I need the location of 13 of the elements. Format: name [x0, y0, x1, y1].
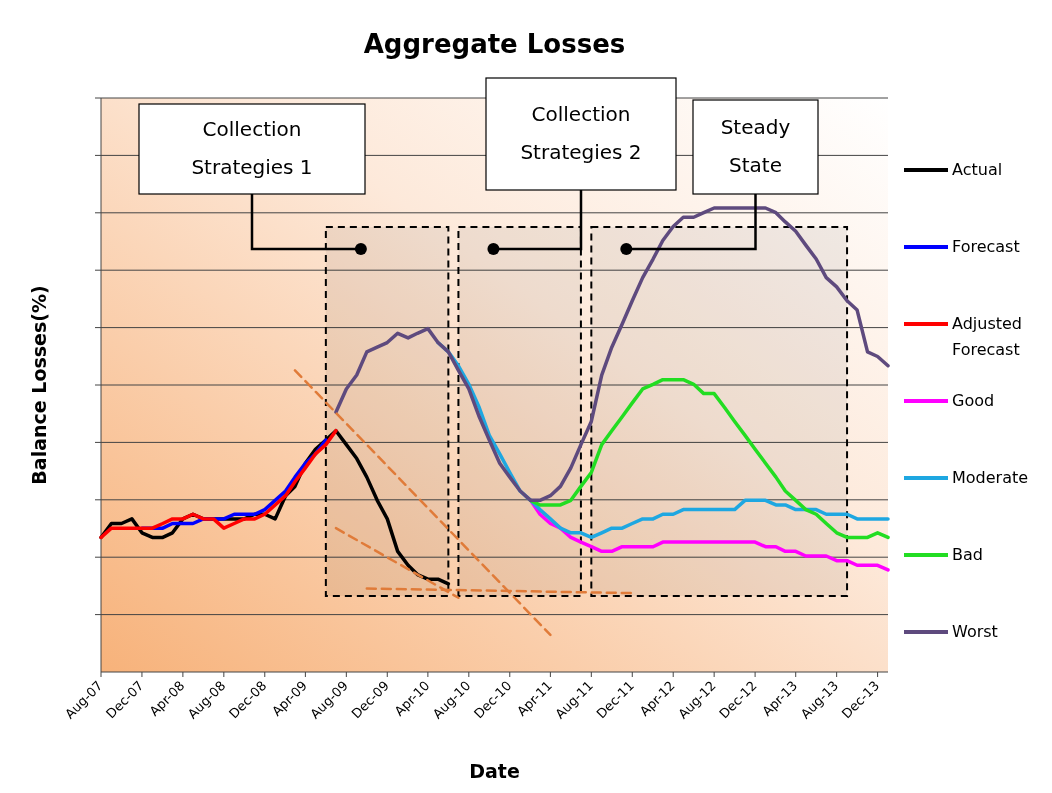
chart-title: Aggregate Losses: [363, 29, 626, 59]
legend-label: Forecast: [952, 236, 1020, 256]
legend-label: Good: [952, 390, 995, 410]
legend-label: Bad: [952, 544, 983, 564]
text: Collection Strategies 2: [520, 101, 642, 164]
legend-label: Moderate: [952, 467, 1029, 487]
text: Collection Strategies 1: [191, 116, 313, 179]
x-axis-title: Date: [469, 760, 520, 782]
y-axis-title: Balance Losses(%): [28, 285, 50, 485]
legend-label: Adjusted Forecast: [952, 313, 1023, 359]
legend-label: Worst: [952, 621, 998, 641]
legend-label: Actual: [952, 159, 1003, 179]
text: Steady State: [720, 114, 791, 177]
